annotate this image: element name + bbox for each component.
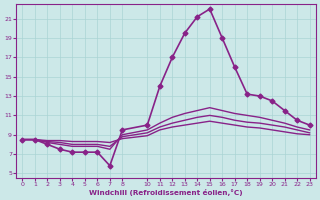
X-axis label: Windchill (Refroidissement éolien,°C): Windchill (Refroidissement éolien,°C) [89,189,243,196]
